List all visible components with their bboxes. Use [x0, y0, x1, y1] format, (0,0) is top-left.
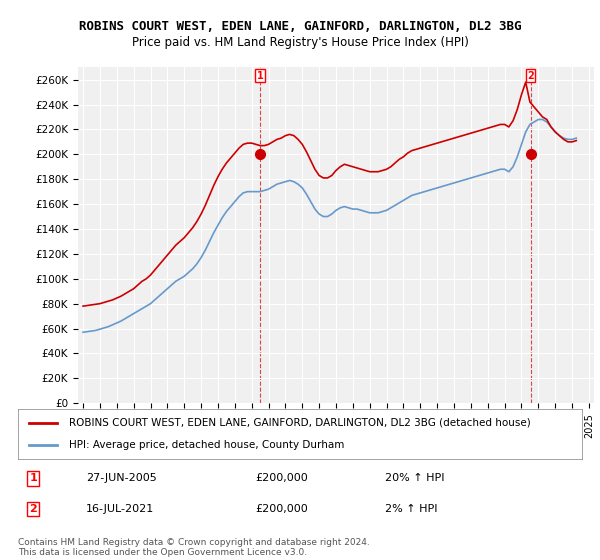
Text: 2: 2: [527, 71, 534, 81]
Text: £200,000: £200,000: [255, 473, 308, 483]
Text: HPI: Average price, detached house, County Durham: HPI: Average price, detached house, Coun…: [69, 440, 344, 450]
Text: 27-JUN-2005: 27-JUN-2005: [86, 473, 157, 483]
Text: Contains HM Land Registry data © Crown copyright and database right 2024.
This d: Contains HM Land Registry data © Crown c…: [18, 538, 370, 557]
Text: 1: 1: [29, 473, 37, 483]
Text: Price paid vs. HM Land Registry's House Price Index (HPI): Price paid vs. HM Land Registry's House …: [131, 36, 469, 49]
Text: ROBINS COURT WEST, EDEN LANE, GAINFORD, DARLINGTON, DL2 3BG (detached house): ROBINS COURT WEST, EDEN LANE, GAINFORD, …: [69, 418, 530, 428]
Text: £200,000: £200,000: [255, 504, 308, 514]
Text: 2% ↑ HPI: 2% ↑ HPI: [385, 504, 437, 514]
Text: 16-JUL-2021: 16-JUL-2021: [86, 504, 154, 514]
Text: 2: 2: [29, 504, 37, 514]
Text: 1: 1: [257, 71, 263, 81]
Text: 20% ↑ HPI: 20% ↑ HPI: [385, 473, 444, 483]
Text: ROBINS COURT WEST, EDEN LANE, GAINFORD, DARLINGTON, DL2 3BG: ROBINS COURT WEST, EDEN LANE, GAINFORD, …: [79, 20, 521, 32]
